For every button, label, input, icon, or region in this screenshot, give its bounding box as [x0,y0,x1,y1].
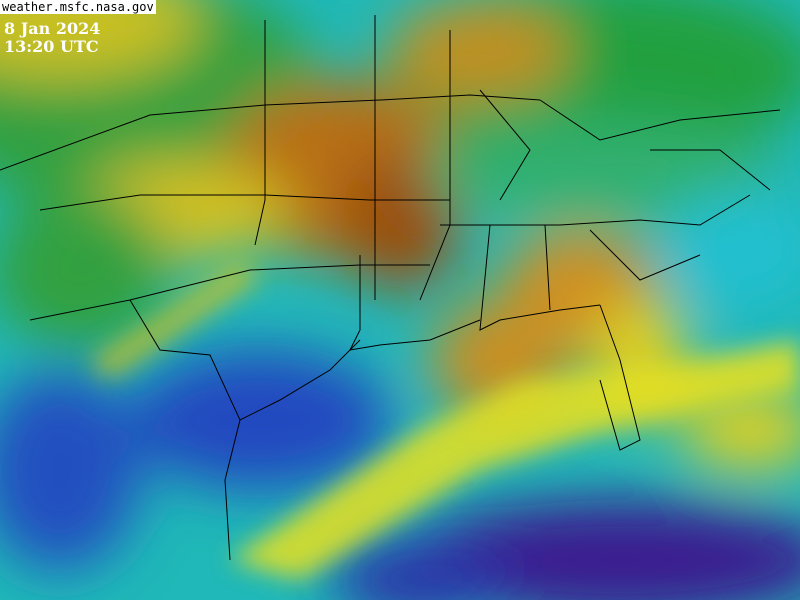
state-borders [0,15,781,561]
source-label: weather.msfc.nasa.gov [0,0,156,14]
time-label: 13:20 UTC [4,37,99,56]
frontal-band [90,260,800,580]
date-label: 8 Jan 2024 [4,19,101,38]
